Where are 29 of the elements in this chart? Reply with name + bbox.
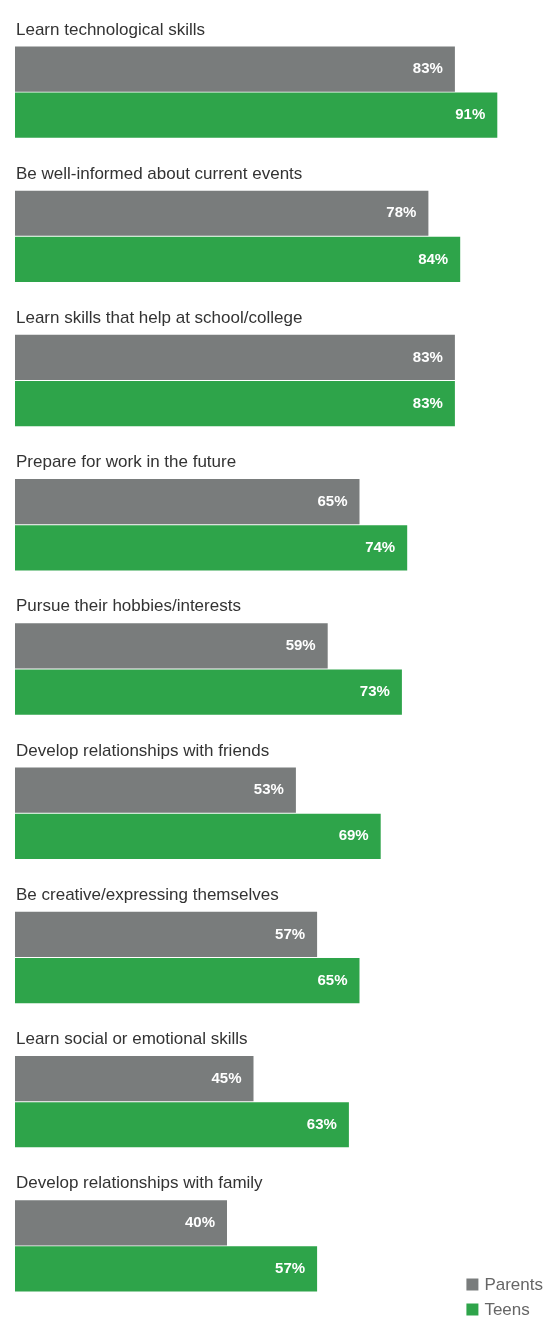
y-tick-label: Be creative/expressing themselves (16, 884, 279, 904)
data-label: 74% (365, 537, 396, 555)
data-label: 69% (338, 826, 369, 844)
data-label: 53% (253, 780, 284, 798)
data-label: 78% (386, 203, 417, 221)
data-label: 65% (317, 491, 348, 509)
data-label: 57% (275, 924, 306, 942)
data-label: 65% (317, 970, 348, 988)
data-label: 63% (306, 1114, 337, 1132)
y-tick-label: Develop relationships with family (16, 1173, 264, 1193)
y-tick-label: Prepare for work in the future (16, 452, 237, 472)
legend-label: Teens (484, 1300, 530, 1318)
data-label: 91% (455, 105, 486, 123)
legend-label: Parents (484, 1275, 544, 1295)
data-label: 40% (184, 1212, 215, 1230)
data-label: 83% (412, 59, 443, 77)
y-tick-label: Be well-informed about current events (16, 163, 303, 183)
y-tick-label: Develop relationships with friends (16, 740, 270, 760)
data-label: 45% (211, 1068, 242, 1086)
data-label: 83% (412, 393, 443, 411)
y-tick-label: Learn skills that help at school/college (16, 308, 303, 328)
data-label: 57% (275, 1259, 306, 1277)
y-tick-label: Learn technological skills (16, 19, 205, 39)
data-label: 83% (412, 347, 443, 365)
y-tick-label: Learn social or emotional skills (16, 1029, 248, 1049)
y-tick-label: Pursue their hobbies/interests (16, 596, 241, 616)
data-label: 84% (418, 249, 449, 267)
data-label: 73% (359, 682, 390, 700)
data-label: 59% (285, 636, 316, 654)
